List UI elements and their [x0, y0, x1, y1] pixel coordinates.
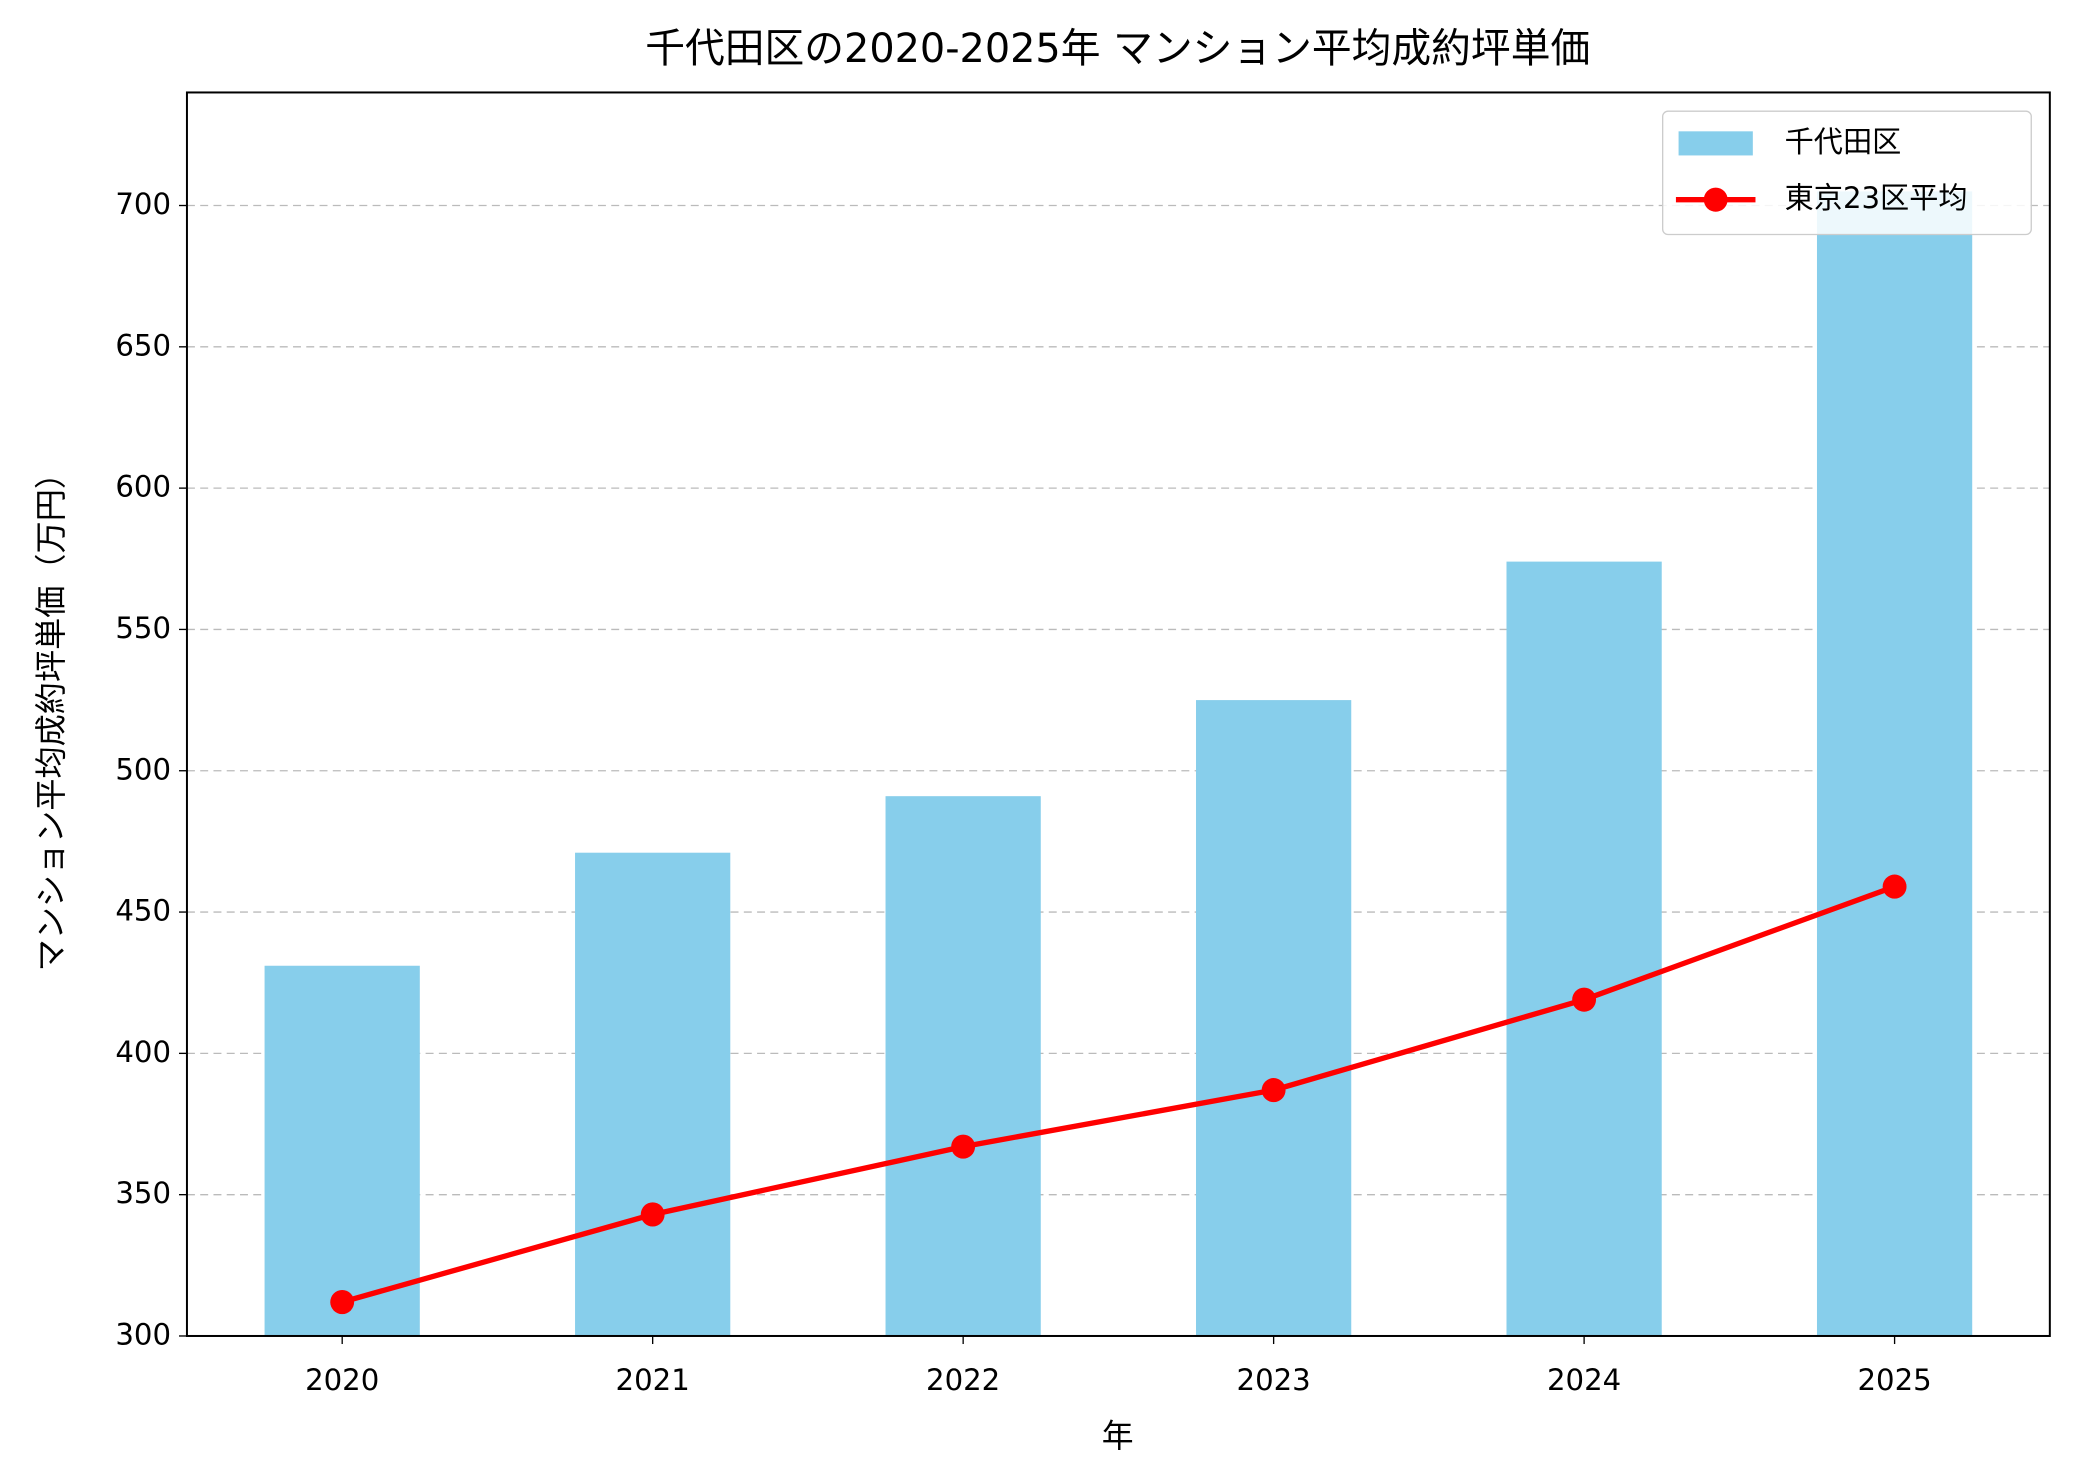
y-tick-label: 700	[115, 187, 171, 221]
legend-label: 東京23区平均	[1785, 181, 1968, 215]
bar	[1196, 700, 1352, 1336]
chart-title: 千代田区の2020-2025年 マンション平均成約坪単価	[645, 26, 1590, 72]
y-tick-label: 600	[115, 470, 171, 504]
bar	[264, 965, 420, 1336]
legend-label: 千代田区	[1785, 125, 1902, 159]
x-tick-label: 2023	[1237, 1363, 1311, 1397]
marker	[951, 1134, 976, 1159]
marker	[1261, 1078, 1286, 1103]
x-tick-label: 2025	[1857, 1363, 1931, 1397]
x-tick-label: 2021	[616, 1363, 690, 1397]
y-tick-label: 650	[115, 328, 171, 362]
x-tick-label: 2024	[1547, 1363, 1621, 1397]
y-tick-label: 550	[115, 611, 171, 645]
y-tick-label: 350	[115, 1176, 171, 1210]
y-tick-label: 400	[115, 1035, 171, 1069]
y-axis-label: マンション平均成約坪単価（万円）	[32, 457, 70, 971]
marker	[1882, 874, 1907, 899]
marker	[1572, 987, 1597, 1012]
x-tick-label: 2022	[926, 1363, 1000, 1397]
bar	[885, 796, 1041, 1336]
legend-box	[1662, 110, 2032, 236]
plot-frame	[185, 91, 2051, 1337]
x-tick-label: 2020	[305, 1363, 379, 1397]
legend-marker	[1703, 187, 1728, 212]
legend-swatch	[1678, 131, 1753, 156]
bar	[1506, 561, 1662, 1336]
y-tick-label: 500	[115, 752, 171, 786]
bar	[1816, 191, 1973, 1336]
y-tick-label: 450	[115, 893, 171, 927]
x-axis-label: 年	[1102, 1417, 1134, 1455]
marker	[330, 1290, 355, 1315]
bar	[575, 852, 731, 1336]
marker	[640, 1202, 665, 1227]
y-tick-label: 300	[115, 1317, 171, 1351]
line	[341, 884, 1896, 1305]
